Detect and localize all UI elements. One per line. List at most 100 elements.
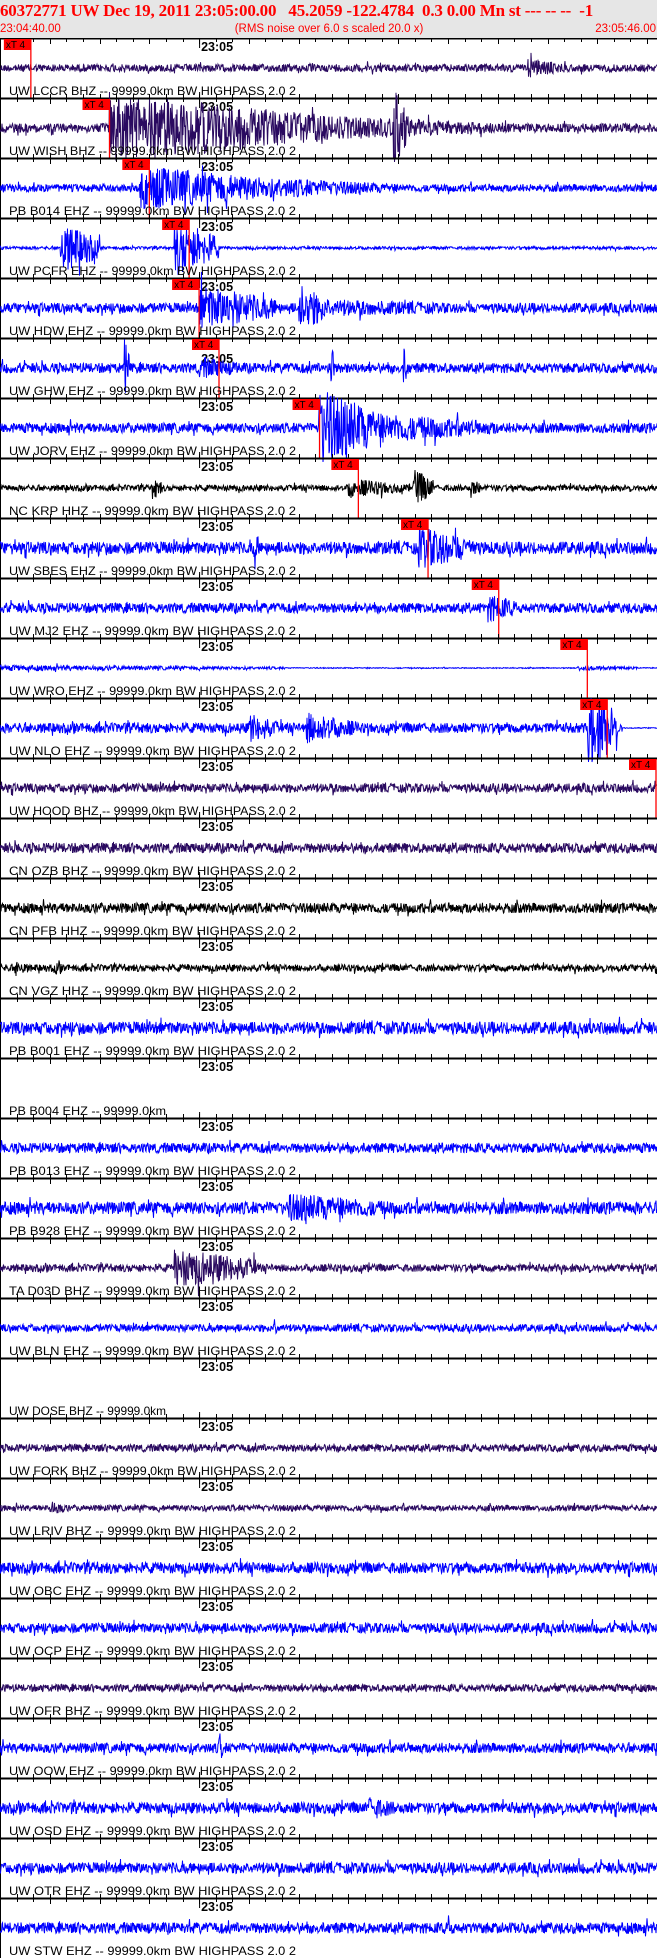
trace-panel: 23:05 CN VGZ HHZ -- 99999.0km BW HIGHPASS… bbox=[0, 932, 657, 998]
waveform-trace bbox=[0, 1733, 657, 1759]
time-label: 23:05 bbox=[201, 1420, 233, 1434]
station-label: UW LRIV BHZ -- 99999.0km BW HIGHPASS 2.0… bbox=[9, 1524, 296, 1538]
waveform-trace bbox=[0, 1194, 657, 1225]
pick-label: xT 4 bbox=[6, 40, 26, 51]
waveform-trace bbox=[0, 271, 657, 329]
station-label: NC KRP HHZ -- 99999.0km BW HIGHPASS 2.0 … bbox=[9, 504, 296, 518]
station-label: PB B004 EHZ -- 99999.0km bbox=[9, 1104, 166, 1118]
trace-panel: 23:05 xT 4 UW PCFR EHZ -- 99999.0km BW HIG… bbox=[0, 212, 657, 278]
time-label: 23:05 bbox=[201, 460, 233, 474]
trace-panel: 23:05 UW OSD EHZ -- 99999.0km BW HIGHPASS… bbox=[0, 1772, 657, 1838]
station-label: UW WISH BHZ -- 99999.0km BW HIGHPASS 2.0… bbox=[9, 144, 296, 158]
trace-panel: 23:05 CN OZB BHZ -- 99999.0km BW HIGHPASS… bbox=[0, 812, 657, 878]
time-label: 23:05 bbox=[201, 1120, 233, 1134]
waveform-trace bbox=[0, 1016, 657, 1039]
trace-panel: 23:05 UW STW EHZ -- 99999.0km BW HIGHPASS… bbox=[0, 1892, 657, 1958]
trace-panel: 23:05 PB B013 EHZ -- 99999.0km BW HIGHPAS… bbox=[0, 1112, 657, 1178]
time-label: 23:05 bbox=[201, 1060, 233, 1074]
station-label: CN VGZ HHZ -- 99999.0km BW HIGHPASS 2.0 … bbox=[9, 984, 296, 998]
event-header: 60372771 UW Dec 19, 2011 23:05:00.00 45.… bbox=[0, 0, 657, 38]
time-label: 23:05 bbox=[201, 760, 233, 774]
time-label: 23:05 bbox=[201, 520, 233, 534]
station-label: UW OOW EHZ -- 99999.0km BW HIGHPASS 2.0 … bbox=[9, 1764, 296, 1778]
time-label: 23:05 bbox=[201, 1180, 233, 1194]
time-label: 23:05 bbox=[201, 1360, 233, 1374]
pick-marker bbox=[192, 339, 219, 350]
trace-panel: 23:05 xT 4 UW SBES EHZ -- 99999.0km BW HIG… bbox=[0, 512, 657, 578]
waveform-trace bbox=[0, 469, 657, 503]
waveform-trace bbox=[0, 596, 657, 623]
pick-label: xT 4 bbox=[582, 700, 602, 711]
trace-panel: 23:05 xT 4 UW JORV EHZ -- 99999.0km BW HIG… bbox=[0, 392, 657, 463]
trace-panel: 23:05 xT 4 NC KRP HHZ -- 99999.0km BW HIGH… bbox=[0, 452, 657, 518]
station-label: UW GHW EHZ -- 99999.0km BW HIGHPASS 2.0 … bbox=[9, 384, 296, 398]
time-label: 23:05 bbox=[201, 1540, 233, 1554]
waveform-trace bbox=[0, 1618, 657, 1637]
station-label: UW HDW EHZ -- 99999.0km BW HIGHPASS 2.0 … bbox=[9, 324, 296, 338]
trace-panel: 23:05 UW OBC EHZ -- 99999.0km BW HIGHPASS… bbox=[0, 1532, 657, 1598]
trace-panel: 23:05 TA D03D BHZ -- 99999.0km BW HIGHPAS… bbox=[0, 1232, 657, 1298]
time-label: 23:05 bbox=[201, 1840, 233, 1854]
waveform-trace bbox=[0, 960, 657, 977]
pick-marker bbox=[172, 279, 200, 290]
time-label: 23:05 bbox=[201, 280, 233, 294]
seismogram-panels: 23:05 xT 4 UW LCCR BHZ -- 99999.0km BW HIG… bbox=[0, 38, 657, 1958]
station-label: UW DOSE BHZ -- 99999.0km bbox=[9, 1404, 166, 1418]
station-label: UW PCFR EHZ -- 99999.0km BW HIGHPASS 2.0… bbox=[9, 264, 296, 278]
trace-panel: 23:05 CN PFB HHZ -- 99999.0km BW HIGHPASS… bbox=[0, 872, 657, 938]
time-label: 23:05 bbox=[201, 1000, 233, 1014]
station-label: UW WRO EHZ -- 99999.0km BW HIGHPASS 2.0 … bbox=[9, 684, 296, 698]
waveform-trace bbox=[0, 1858, 657, 1878]
pick-marker bbox=[292, 399, 320, 410]
pick-label: xT 4 bbox=[562, 640, 582, 651]
waveform-trace bbox=[0, 52, 657, 78]
time-label: 23:05 bbox=[201, 700, 233, 714]
time-label: 23:05 bbox=[201, 1780, 233, 1794]
waveform-trace bbox=[0, 1441, 657, 1454]
waveform-trace bbox=[0, 1681, 657, 1694]
pick-label: xT 4 bbox=[333, 460, 353, 471]
trace-panel: 23:05 xT 4 UW NLO EHZ -- 99999.0km BW HIGH… bbox=[0, 692, 657, 763]
pick-label: xT 4 bbox=[403, 520, 423, 531]
trace-panel: 23:05 xT 4 UW WRO EHZ -- 99999.0km BW HIGH… bbox=[0, 632, 657, 698]
waveform-trace bbox=[0, 220, 657, 276]
waveform-trace bbox=[0, 1558, 657, 1578]
station-label: PB B013 EHZ -- 99999.0km BW HIGHPASS 2.0… bbox=[9, 1164, 296, 1178]
station-label: UW LCCR BHZ -- 99999.0km BW HIGHPASS 2.0… bbox=[9, 84, 296, 98]
trace-panel: 23:05 xT 4 UW HOOD BHZ -- 99999.0km BW HIG… bbox=[0, 752, 657, 818]
start-time: 23:04:40.00 bbox=[0, 23, 61, 35]
station-label: UW NLO EHZ -- 99999.0km BW HIGHPASS 2.0 … bbox=[9, 744, 296, 758]
time-label: 23:05 bbox=[201, 400, 233, 414]
trace-panel: 23:05 xT 4 UW HDW EHZ -- 99999.0km BW HIGH… bbox=[0, 271, 657, 338]
time-label: 23:05 bbox=[201, 1600, 233, 1614]
time-label: 23:05 bbox=[201, 940, 233, 954]
trace-panel: 23:05 UW FORK BHZ -- 99999.0km BW HIGHPAS… bbox=[0, 1412, 657, 1478]
time-label: 23:05 bbox=[201, 1900, 233, 1914]
pick-marker bbox=[162, 219, 190, 230]
pick-label: xT 4 bbox=[124, 160, 144, 171]
station-label: CN OZB BHZ -- 99999.0km BW HIGHPASS 2.0 … bbox=[9, 864, 296, 878]
station-label: PB B928 EHZ -- 99999.0km BW HIGHPASS 2.0… bbox=[9, 1224, 296, 1238]
station-label: UW OFR BHZ -- 99999.0km BW HIGHPASS 2.0 … bbox=[9, 1704, 296, 1718]
station-label: UW JORV EHZ -- 99999.0km BW HIGHPASS 2.0… bbox=[9, 444, 296, 458]
pick-label: xT 4 bbox=[174, 280, 194, 291]
pick-marker bbox=[3, 39, 31, 50]
trace-panel: 23:05 PB B928 EHZ -- 99999.0km BW HIGHPAS… bbox=[0, 1172, 657, 1238]
pick-marker bbox=[331, 459, 359, 470]
end-time: 23:05:46.00 bbox=[595, 23, 656, 35]
pick-label: xT 4 bbox=[474, 580, 494, 591]
waveform-trace bbox=[0, 1797, 657, 1819]
station-label: PB B001 EHZ -- 99999.0km BW HIGHPASS 2.0… bbox=[9, 1044, 296, 1058]
trace-panel: 23:05 xT 4 UW LCCR BHZ -- 99999.0km BW HIG… bbox=[0, 38, 657, 98]
pick-label: xT 4 bbox=[85, 100, 105, 111]
time-label: 23:05 bbox=[201, 160, 233, 174]
time-label: 23:05 bbox=[201, 1660, 233, 1674]
station-label: UW SBES EHZ -- 99999.0km BW HIGHPASS 2.0… bbox=[9, 564, 296, 578]
time-label: 23:05 bbox=[201, 580, 233, 594]
waveform-trace bbox=[0, 1139, 657, 1155]
pick-marker bbox=[471, 579, 499, 590]
pick-label: xT 4 bbox=[194, 340, 214, 351]
station-label: UW OTR EHZ -- 99999.0km BW HIGHPASS 2.0 … bbox=[9, 1884, 296, 1898]
